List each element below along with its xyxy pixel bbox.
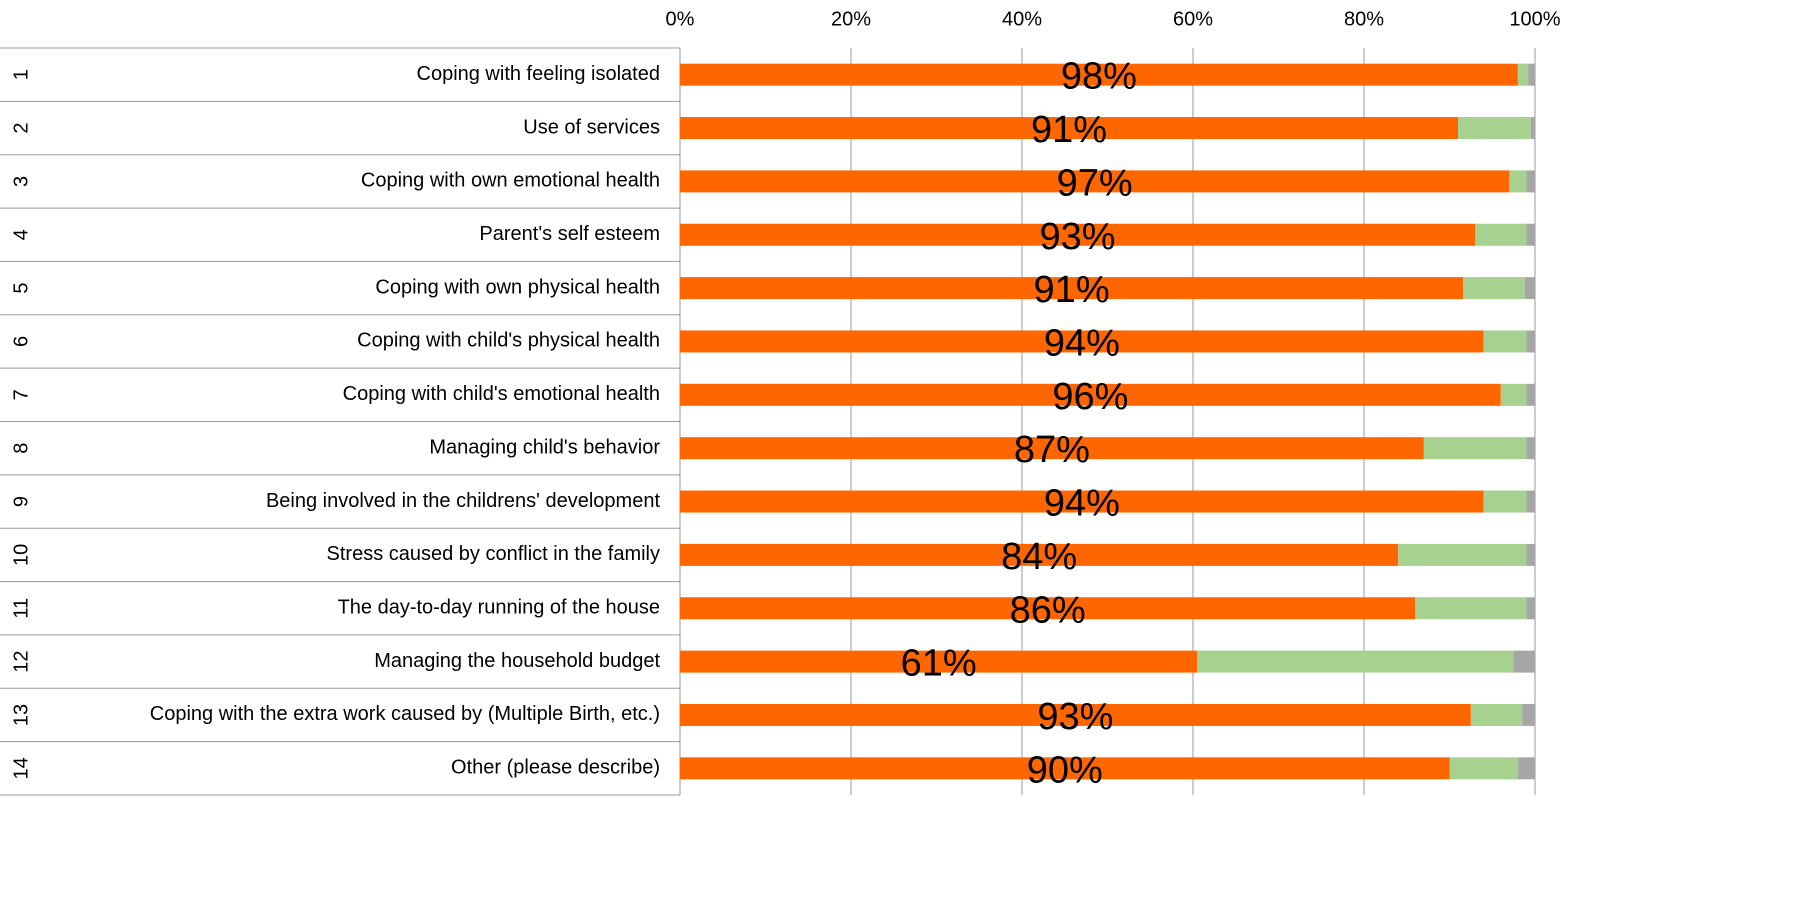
row-number: 14 bbox=[10, 757, 32, 779]
bar-segment bbox=[1500, 383, 1527, 406]
row-number: 7 bbox=[10, 389, 32, 400]
bar-segment bbox=[680, 437, 1424, 460]
bar-segment bbox=[680, 277, 1464, 300]
bar-segment bbox=[1528, 63, 1535, 86]
bar-segment bbox=[680, 757, 1450, 780]
data-label: 94% bbox=[1044, 322, 1120, 364]
y-tick-label: Other (please describe) bbox=[451, 757, 660, 779]
bar-segment bbox=[1526, 383, 1535, 406]
bar-segment bbox=[1522, 703, 1535, 726]
bar-segment bbox=[680, 223, 1476, 246]
bar-segment bbox=[1475, 223, 1527, 246]
bar-segment bbox=[1483, 490, 1527, 513]
bar-segment bbox=[680, 597, 1416, 620]
y-tick-label: The day-to-day running of the house bbox=[338, 597, 660, 619]
x-tick-label: 80% bbox=[1344, 8, 1384, 30]
data-label: 91% bbox=[1031, 109, 1107, 151]
x-tick-label: 20% bbox=[831, 8, 871, 30]
y-tick-label: Parent's self esteem bbox=[479, 223, 660, 245]
bar-segment bbox=[1526, 437, 1535, 460]
bar-segment bbox=[1423, 437, 1527, 460]
bar-segment bbox=[1449, 757, 1518, 780]
bar-segment bbox=[1517, 63, 1529, 86]
y-tick-label: Coping with the extra work caused by (Mu… bbox=[150, 703, 660, 725]
bar-segment bbox=[680, 63, 1518, 86]
bar-segment bbox=[680, 650, 1198, 673]
row-number: 4 bbox=[10, 229, 32, 240]
row-number: 12 bbox=[10, 650, 32, 672]
data-label: 94% bbox=[1044, 483, 1120, 525]
row-number: 8 bbox=[10, 443, 32, 454]
row-number: 5 bbox=[10, 283, 32, 294]
data-label: 98% bbox=[1061, 56, 1137, 98]
y-tick-label: Use of services bbox=[523, 116, 660, 138]
data-label: 97% bbox=[1057, 162, 1133, 204]
data-label: 96% bbox=[1052, 376, 1128, 418]
bar-segment bbox=[1197, 650, 1514, 673]
bar-segment bbox=[1398, 543, 1527, 566]
row-number: 13 bbox=[10, 704, 32, 726]
row-number: 6 bbox=[10, 336, 32, 347]
bar-segment bbox=[680, 703, 1471, 726]
row-number: 2 bbox=[10, 122, 32, 133]
row-number: 9 bbox=[10, 496, 32, 507]
bar-segment bbox=[680, 170, 1510, 193]
y-tick-label: Managing child's behavior bbox=[429, 436, 660, 458]
data-label: 91% bbox=[1034, 269, 1110, 311]
data-label: 86% bbox=[1010, 589, 1086, 631]
data-label: 90% bbox=[1027, 749, 1103, 791]
bar-segment bbox=[1517, 757, 1535, 780]
bar-segment bbox=[1470, 703, 1523, 726]
bar-segment bbox=[1530, 117, 1535, 140]
y-tick-label: Managing the household budget bbox=[374, 650, 660, 672]
row-number: 1 bbox=[10, 69, 32, 80]
bar-segment bbox=[1526, 490, 1535, 513]
data-label: 93% bbox=[1037, 696, 1113, 738]
bar-segment bbox=[1526, 330, 1535, 353]
x-tick-label: 40% bbox=[1002, 8, 1042, 30]
y-tick-label: Coping with feeling isolated bbox=[417, 63, 661, 85]
y-tick-label: Coping with child's emotional health bbox=[343, 383, 660, 405]
bar-segment bbox=[1463, 277, 1525, 300]
x-tick-label: 0% bbox=[666, 8, 695, 30]
bar-segment bbox=[680, 543, 1399, 566]
x-tick-label: 60% bbox=[1173, 8, 1213, 30]
bar-segment bbox=[1513, 650, 1535, 673]
row-number: 10 bbox=[10, 544, 32, 566]
bar-segment bbox=[1415, 597, 1527, 620]
row-number: 3 bbox=[10, 176, 32, 187]
bar-segment bbox=[1526, 597, 1535, 620]
y-tick-label: Being involved in the childrens' develop… bbox=[266, 490, 661, 512]
bar-segment bbox=[680, 383, 1501, 406]
bar-segment bbox=[680, 490, 1484, 513]
row-number: 11 bbox=[10, 598, 32, 619]
bar-segment bbox=[1526, 170, 1535, 193]
y-tick-label: Coping with child's physical health bbox=[357, 330, 660, 352]
bar-segment bbox=[1483, 330, 1527, 353]
x-tick-label: 100% bbox=[1509, 8, 1560, 30]
bar-segment bbox=[1458, 117, 1531, 140]
y-tick-label: Coping with own emotional health bbox=[361, 170, 660, 192]
data-label: 87% bbox=[1014, 429, 1090, 471]
bar-segment bbox=[1509, 170, 1527, 193]
y-tick-label: Coping with own physical health bbox=[375, 276, 660, 298]
bar-segment bbox=[1524, 277, 1535, 300]
y-tick-label: Stress caused by conflict in the family bbox=[327, 543, 660, 565]
bar-segment bbox=[1526, 543, 1535, 566]
data-label: 93% bbox=[1040, 216, 1116, 258]
data-label: 84% bbox=[1001, 536, 1077, 578]
data-label: 61% bbox=[901, 643, 977, 685]
bar-segment bbox=[680, 330, 1484, 353]
bar-segment bbox=[680, 117, 1459, 140]
bar-segment bbox=[1526, 223, 1535, 246]
